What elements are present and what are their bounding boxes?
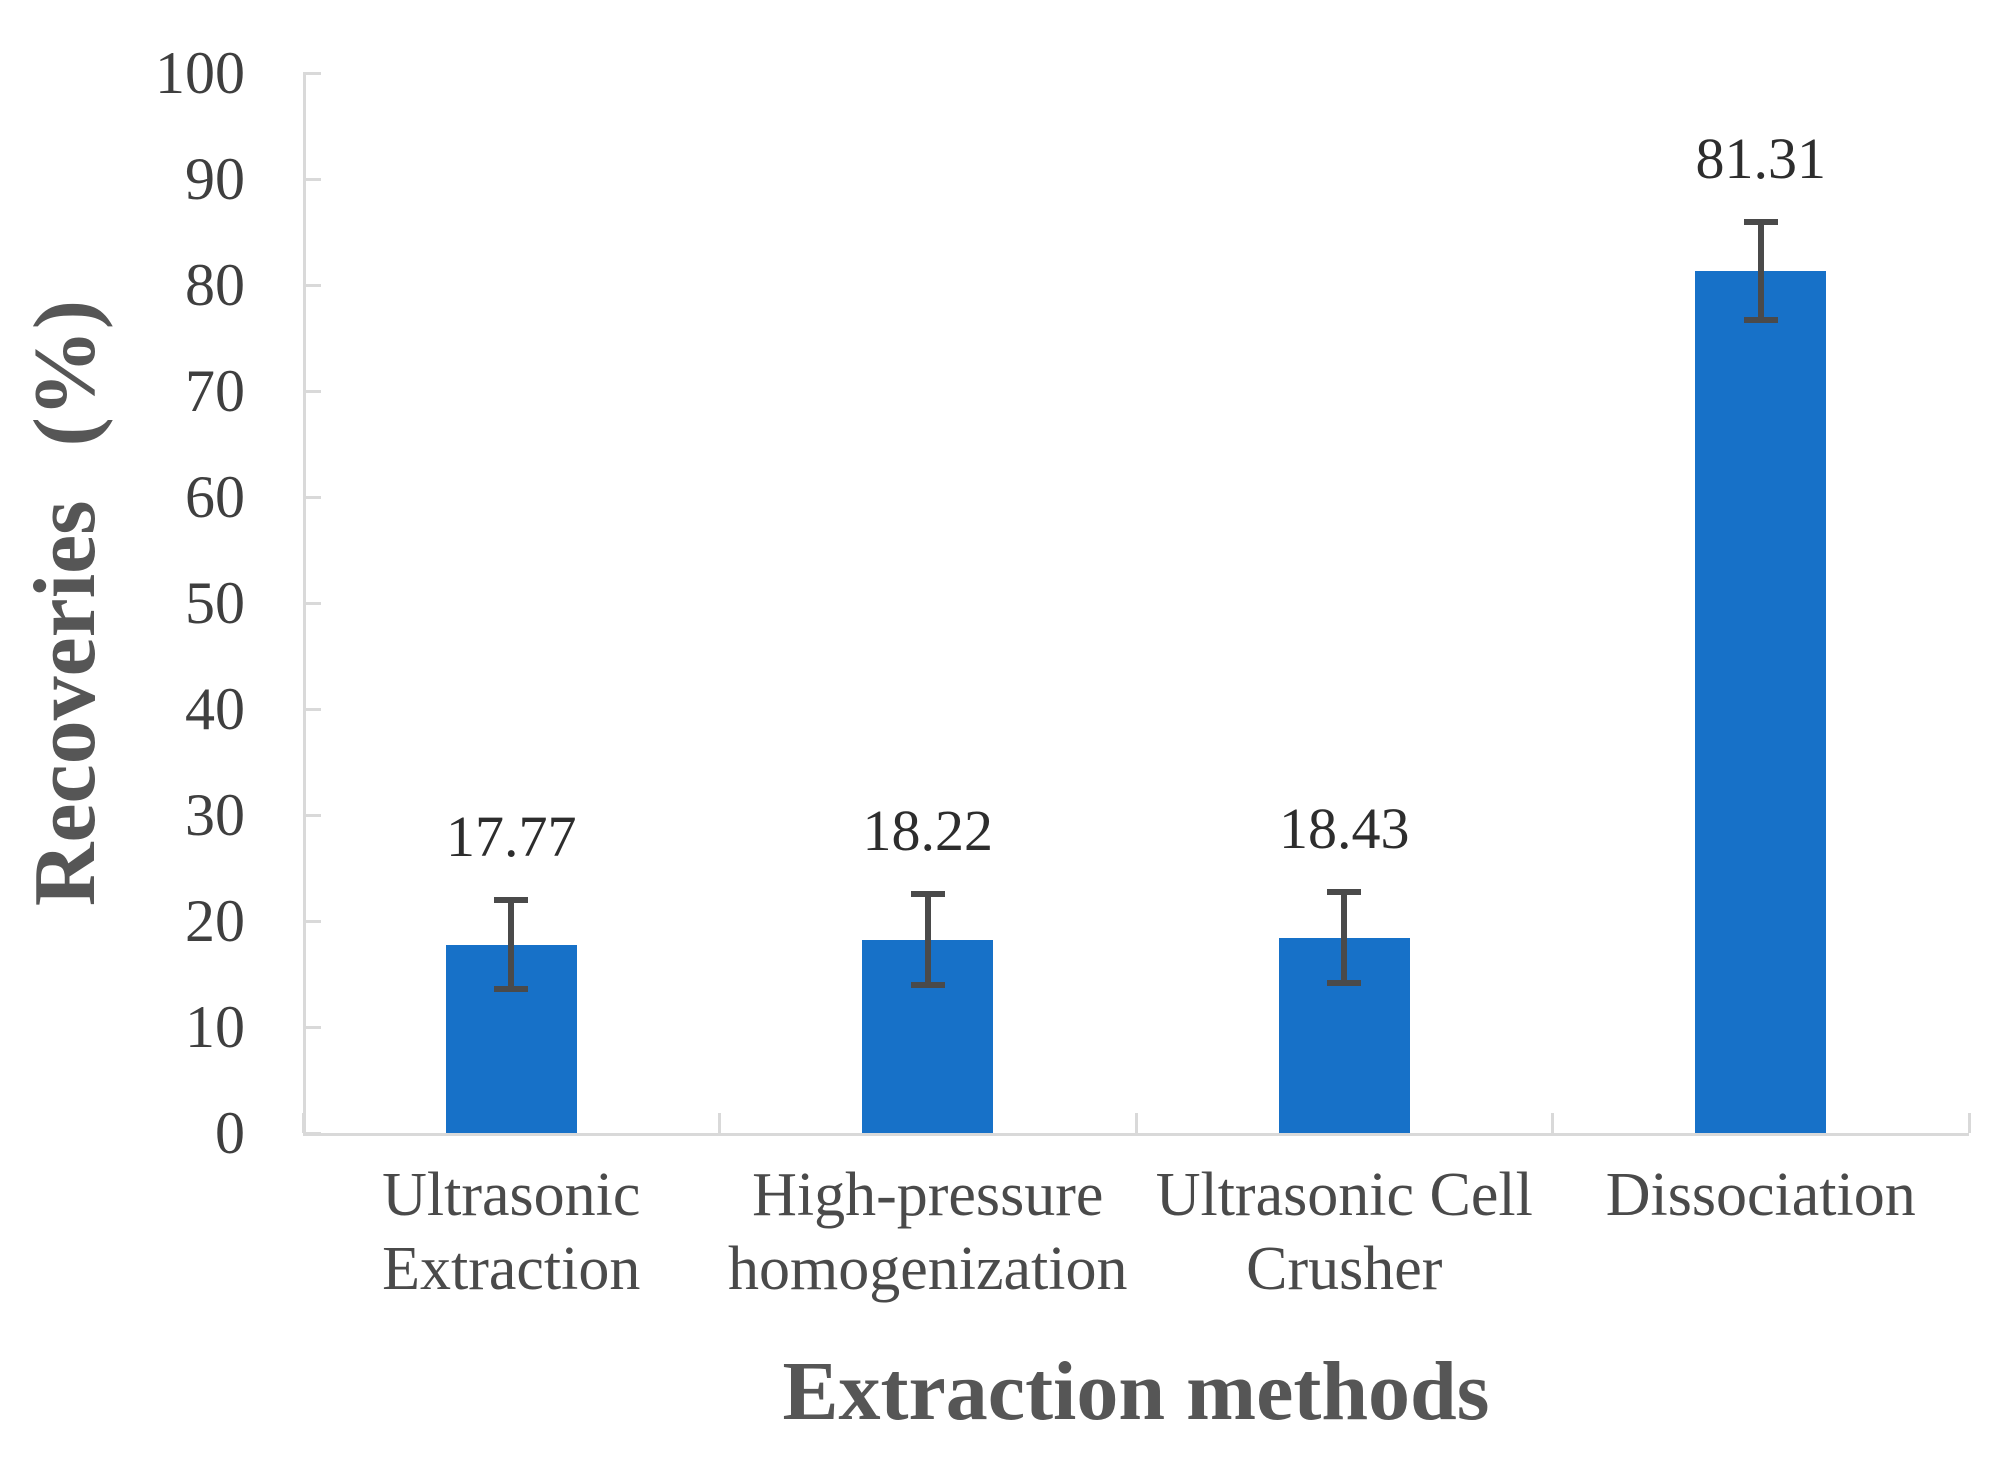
error-bar-cap-top bbox=[1327, 889, 1362, 896]
error-bar-cap-bottom bbox=[910, 982, 945, 989]
error-bar-cap-bottom bbox=[494, 986, 529, 993]
category-label-line: Ultrasonic bbox=[382, 1161, 641, 1229]
y-tick-mark bbox=[303, 813, 321, 817]
x-axis-title: Extraction methods bbox=[782, 1345, 1490, 1438]
error-bar-cap-bottom bbox=[1743, 316, 1778, 323]
y-tick-label: 30 bbox=[185, 782, 245, 848]
x-tick-mark bbox=[1551, 1113, 1554, 1133]
x-tick-mark bbox=[301, 1113, 305, 1133]
y-tick-mark bbox=[303, 177, 321, 181]
bar-value-label: 18.22 bbox=[862, 798, 994, 864]
category-label-line: Crusher bbox=[1246, 1235, 1443, 1303]
y-tick-mark bbox=[303, 495, 321, 499]
x-tick-mark bbox=[1967, 1113, 1971, 1133]
y-axis-line bbox=[303, 73, 306, 1136]
y-tick-label: 80 bbox=[185, 252, 245, 318]
category-label-line: Extraction bbox=[382, 1235, 641, 1303]
bar bbox=[1695, 271, 1827, 1133]
error-bar-cap-bottom bbox=[1327, 980, 1362, 987]
y-tick-mark bbox=[303, 601, 321, 605]
error-bar-line bbox=[508, 900, 515, 990]
error-bar-cap-top bbox=[1743, 219, 1778, 226]
category-label: High-pressure homogenization bbox=[698, 1158, 1158, 1306]
bar-value-label: 81.31 bbox=[1695, 126, 1827, 192]
x-tick-mark bbox=[1134, 1113, 1138, 1133]
y-tick-label: 0 bbox=[215, 1100, 245, 1166]
y-tick-mark bbox=[303, 1131, 321, 1135]
bar-value-label: 18.43 bbox=[1279, 796, 1410, 862]
x-axis-line bbox=[303, 1133, 1969, 1136]
category-label-line: High-pressure bbox=[752, 1161, 1104, 1229]
y-tick-label: 70 bbox=[185, 358, 245, 424]
y-tick-mark bbox=[303, 1025, 321, 1029]
category-label: Ultrasonic Cell Crusher bbox=[1114, 1158, 1574, 1306]
x-tick-mark bbox=[718, 1113, 721, 1133]
y-tick-label: 60 bbox=[185, 464, 245, 530]
y-tick-label: 40 bbox=[185, 676, 245, 742]
error-bar-line bbox=[1757, 222, 1764, 320]
y-tick-label: 50 bbox=[185, 570, 245, 636]
y-tick-label: 20 bbox=[185, 888, 245, 954]
y-tick-mark bbox=[303, 389, 321, 393]
category-label-line: homogenization bbox=[728, 1235, 1128, 1303]
error-bar-cap-top bbox=[494, 897, 529, 904]
y-tick-mark bbox=[303, 283, 321, 287]
error-bar-line bbox=[1341, 892, 1348, 984]
y-tick-mark bbox=[303, 707, 321, 711]
bar-value-label: 17.77 bbox=[446, 804, 577, 870]
error-bar-line bbox=[924, 894, 931, 986]
category-label-line: Ultrasonic Cell bbox=[1155, 1161, 1533, 1229]
error-bar-cap-top bbox=[910, 891, 945, 898]
category-label: Ultrasonic Extraction bbox=[281, 1158, 741, 1306]
y-tick-mark bbox=[303, 919, 321, 923]
category-label-line: Dissociation bbox=[1605, 1161, 1916, 1229]
y-tick-label: 10 bbox=[185, 994, 245, 1060]
y-tick-label: 100 bbox=[155, 40, 245, 106]
category-label: Dissociation bbox=[1531, 1158, 1991, 1232]
y-tick-mark bbox=[303, 71, 321, 75]
y-tick-label: 90 bbox=[185, 146, 245, 212]
